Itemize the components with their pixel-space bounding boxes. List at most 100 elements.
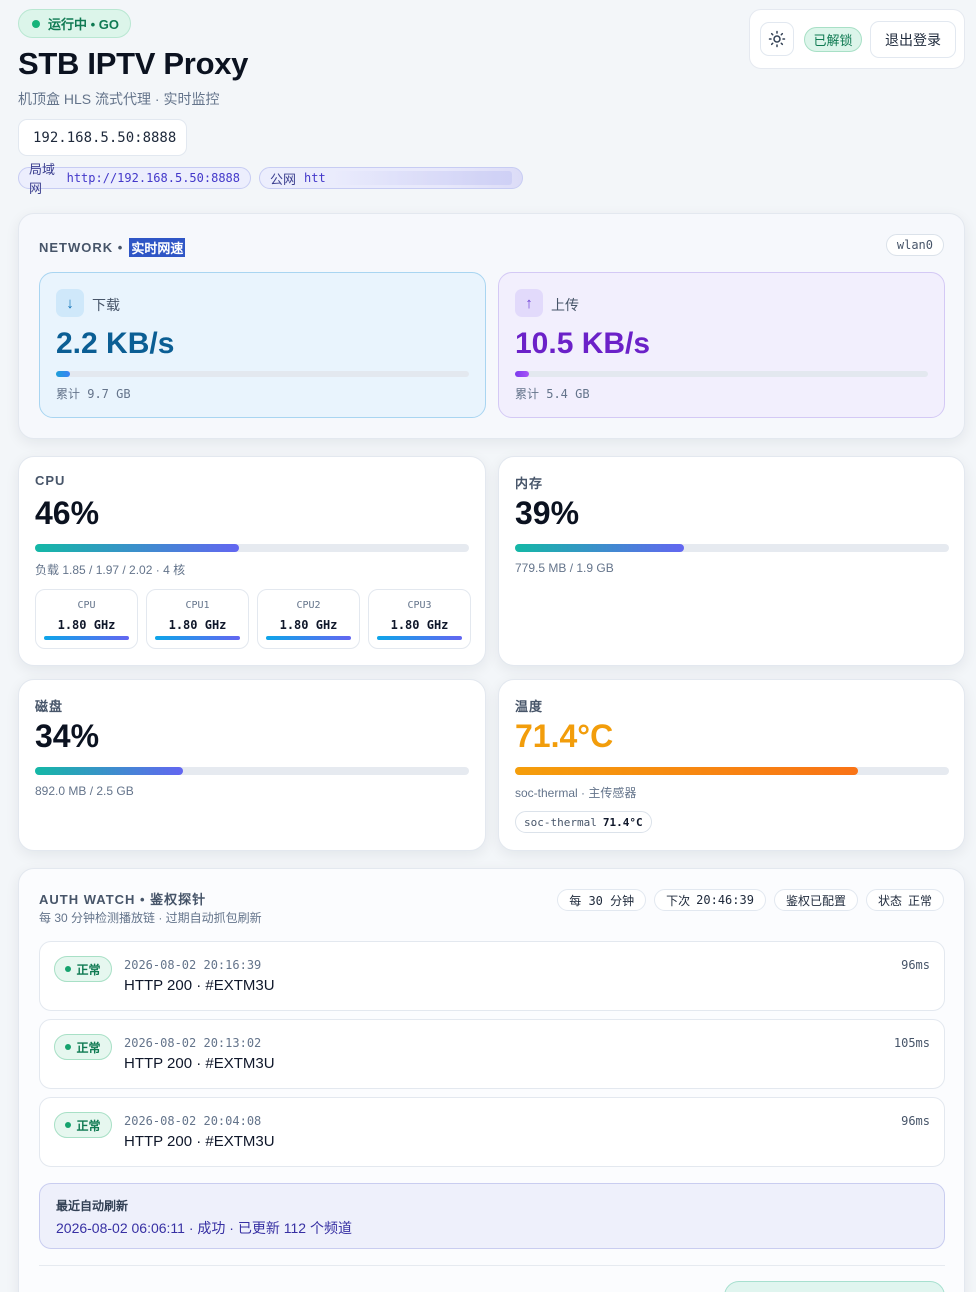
lan-link-chip[interactable]: 局域网 http://192.168.5.50:8888 xyxy=(18,162,251,196)
auth-watch-title: AUTH WATCH • 鉴权探针 xyxy=(39,892,207,907)
probe-message: HTTP 200 · #EXTM3U xyxy=(124,977,275,994)
unlocked-badge[interactable]: 已解锁 xyxy=(804,27,862,52)
status-dot-icon xyxy=(65,966,72,972)
refresh-now-button[interactable] xyxy=(724,1281,945,1292)
auth-configured-chip: 鉴权已配置 xyxy=(773,889,858,911)
lan-url[interactable]: http://192.168.5.50:8888 xyxy=(66,171,240,185)
core-bar xyxy=(266,636,351,640)
probe-latency: 105ms xyxy=(893,1036,930,1050)
temperature-bar-fill xyxy=(515,767,858,775)
auth-chip-row: 每 30 分钟 下次 20:46:39 鉴权已配置 状态 正常 xyxy=(557,889,944,911)
disk-card: 磁盘 34% 892.0 MB / 2.5 GB xyxy=(18,679,486,851)
probe-status: 正常 xyxy=(76,1040,101,1055)
upload-speed: 10.5 KB/s xyxy=(515,327,651,360)
temperature-card: 温度 71.4°C soc-thermal · 主传感器 soc-thermal… xyxy=(498,679,965,851)
status-dot-icon xyxy=(65,1122,72,1128)
probe-status: 正常 xyxy=(76,1118,101,1133)
cpu-bar xyxy=(35,544,469,552)
network-card: NETWORK • 实时网速 wlan0 ↓ 下载 2.2 KB/s 累计 9.… xyxy=(18,213,965,439)
download-total: 累计 9.7 GB xyxy=(56,387,131,401)
download-speed: 2.2 KB/s xyxy=(56,327,175,360)
probe-message: HTTP 200 · #EXTM3U xyxy=(124,1055,275,1072)
theme-toggle-button[interactable] xyxy=(760,22,794,56)
probe-status-badge: 正常 xyxy=(54,1112,112,1138)
memory-bar-fill xyxy=(515,544,685,552)
arrow-up-icon: ↑ xyxy=(515,289,543,317)
divider xyxy=(39,1265,945,1266)
cpu-card: CPU 46% 负载 1.85 / 1.97 / 2.02 · 4 核 CPU … xyxy=(18,456,486,666)
auth-state-chip: 状态 正常 xyxy=(865,889,944,911)
wan-label: 公网 xyxy=(270,171,297,187)
network-label: NETWORK • xyxy=(39,240,124,255)
status-badge: 运行中 • GO xyxy=(18,9,131,38)
probe-status: 正常 xyxy=(76,962,101,977)
lan-label: 局域网 xyxy=(29,162,56,196)
cpu-core-item: CPU1 1.80 GHz xyxy=(146,589,249,649)
sensor-name: soc-thermal xyxy=(524,815,597,829)
download-bar-fill xyxy=(56,371,71,377)
network-heading: NETWORK • 实时网速 xyxy=(39,238,186,257)
probe-status-badge: 正常 xyxy=(54,956,112,982)
disk-value: 34% xyxy=(35,718,100,754)
server-address[interactable]: 192.168.5.50:8888 xyxy=(18,119,187,156)
auth-watch-card: AUTH WATCH • 鉴权探针 每 30 分钟检测播放链 · 过期自动抓包刷… xyxy=(18,868,965,1292)
probe-time: 2026-08-02 20:13:02 xyxy=(124,1036,262,1050)
probe-row: 正常 2026-08-02 20:13:02 HTTP 200 · #EXTM3… xyxy=(39,1019,945,1089)
next-check-time: 20:46:39 xyxy=(696,893,754,907)
cpu-core-item: CPU2 1.80 GHz xyxy=(257,589,360,649)
auth-state-value: 正常 xyxy=(907,893,932,908)
memory-title: 内存 xyxy=(515,476,544,491)
wan-url[interactable]: htt xyxy=(304,171,326,185)
probe-latency: 96ms xyxy=(901,1114,930,1128)
core-bar xyxy=(155,636,240,640)
top-actions-panel: 已解锁 退出登录 xyxy=(749,9,965,69)
next-check-chip: 下次 20:46:39 xyxy=(654,889,766,911)
temperature-value: 71.4°C xyxy=(515,718,614,754)
core-frequency: 1.80 GHz xyxy=(279,618,338,632)
page-title: STB IPTV Proxy xyxy=(18,46,249,81)
core-name: CPU3 xyxy=(407,600,432,611)
download-panel: ↓ 下载 2.2 KB/s 累计 9.7 GB xyxy=(39,272,486,418)
network-label-highlight: 实时网速 xyxy=(129,238,186,257)
auth-watch-desc: 每 30 分钟检测播放链 · 过期自动抓包刷新 xyxy=(39,911,262,925)
memory-card: 内存 39% 779.5 MB / 1.9 GB xyxy=(498,456,965,666)
sun-icon xyxy=(768,30,786,48)
temperature-bar xyxy=(515,767,949,775)
upload-label: 上传 xyxy=(551,297,579,313)
sensor-value: 71.4°C xyxy=(602,815,643,829)
download-bar xyxy=(56,371,469,377)
disk-title: 磁盘 xyxy=(35,699,64,714)
upload-bar xyxy=(515,371,928,377)
core-bar xyxy=(44,636,129,640)
memory-usage: 779.5 MB / 1.9 GB xyxy=(515,561,614,575)
last-refresh-value: 2026-08-02 06:06:11 · 成功 · 已更新 112 个频道 xyxy=(56,1220,352,1236)
wan-url-mask xyxy=(333,171,512,185)
download-label: 下载 xyxy=(92,297,120,313)
logout-button[interactable]: 退出登录 xyxy=(870,21,956,58)
upload-panel: ↑ 上传 10.5 KB/s 累计 5.4 GB xyxy=(498,272,945,418)
probe-status-badge: 正常 xyxy=(54,1034,112,1060)
core-frequency: 1.80 GHz xyxy=(168,618,227,632)
core-frequency: 1.80 GHz xyxy=(390,618,449,632)
probe-latency: 96ms xyxy=(901,958,930,972)
arrow-down-icon: ↓ xyxy=(56,289,84,317)
cpu-load: 负载 1.85 / 1.97 / 2.02 · 4 核 xyxy=(35,563,186,577)
cpu-core-item: CPU 1.80 GHz xyxy=(35,589,138,649)
auth-state-label: 状态 xyxy=(877,893,902,908)
temperature-sensor-desc: soc-thermal · 主传感器 xyxy=(515,786,637,800)
last-refresh-label: 最近自动刷新 xyxy=(56,1199,129,1213)
next-check-label: 下次 xyxy=(666,893,691,908)
cpu-bar-fill xyxy=(35,544,239,552)
disk-usage: 892.0 MB / 2.5 GB xyxy=(35,784,134,798)
status-text: 运行中 • GO xyxy=(48,17,119,32)
cpu-title: CPU xyxy=(35,473,66,488)
upload-bar-fill xyxy=(515,371,530,377)
upload-total: 累计 5.4 GB xyxy=(515,387,590,401)
temperature-title: 温度 xyxy=(515,699,544,714)
sensor-chip: soc-thermal 71.4°C xyxy=(515,811,652,833)
disk-bar-fill xyxy=(35,767,183,775)
core-frequency: 1.80 GHz xyxy=(57,618,116,632)
wan-link-chip[interactable]: 公网 htt xyxy=(259,167,523,189)
core-name: CPU xyxy=(77,600,96,611)
probe-time: 2026-08-02 20:16:39 xyxy=(124,958,262,972)
